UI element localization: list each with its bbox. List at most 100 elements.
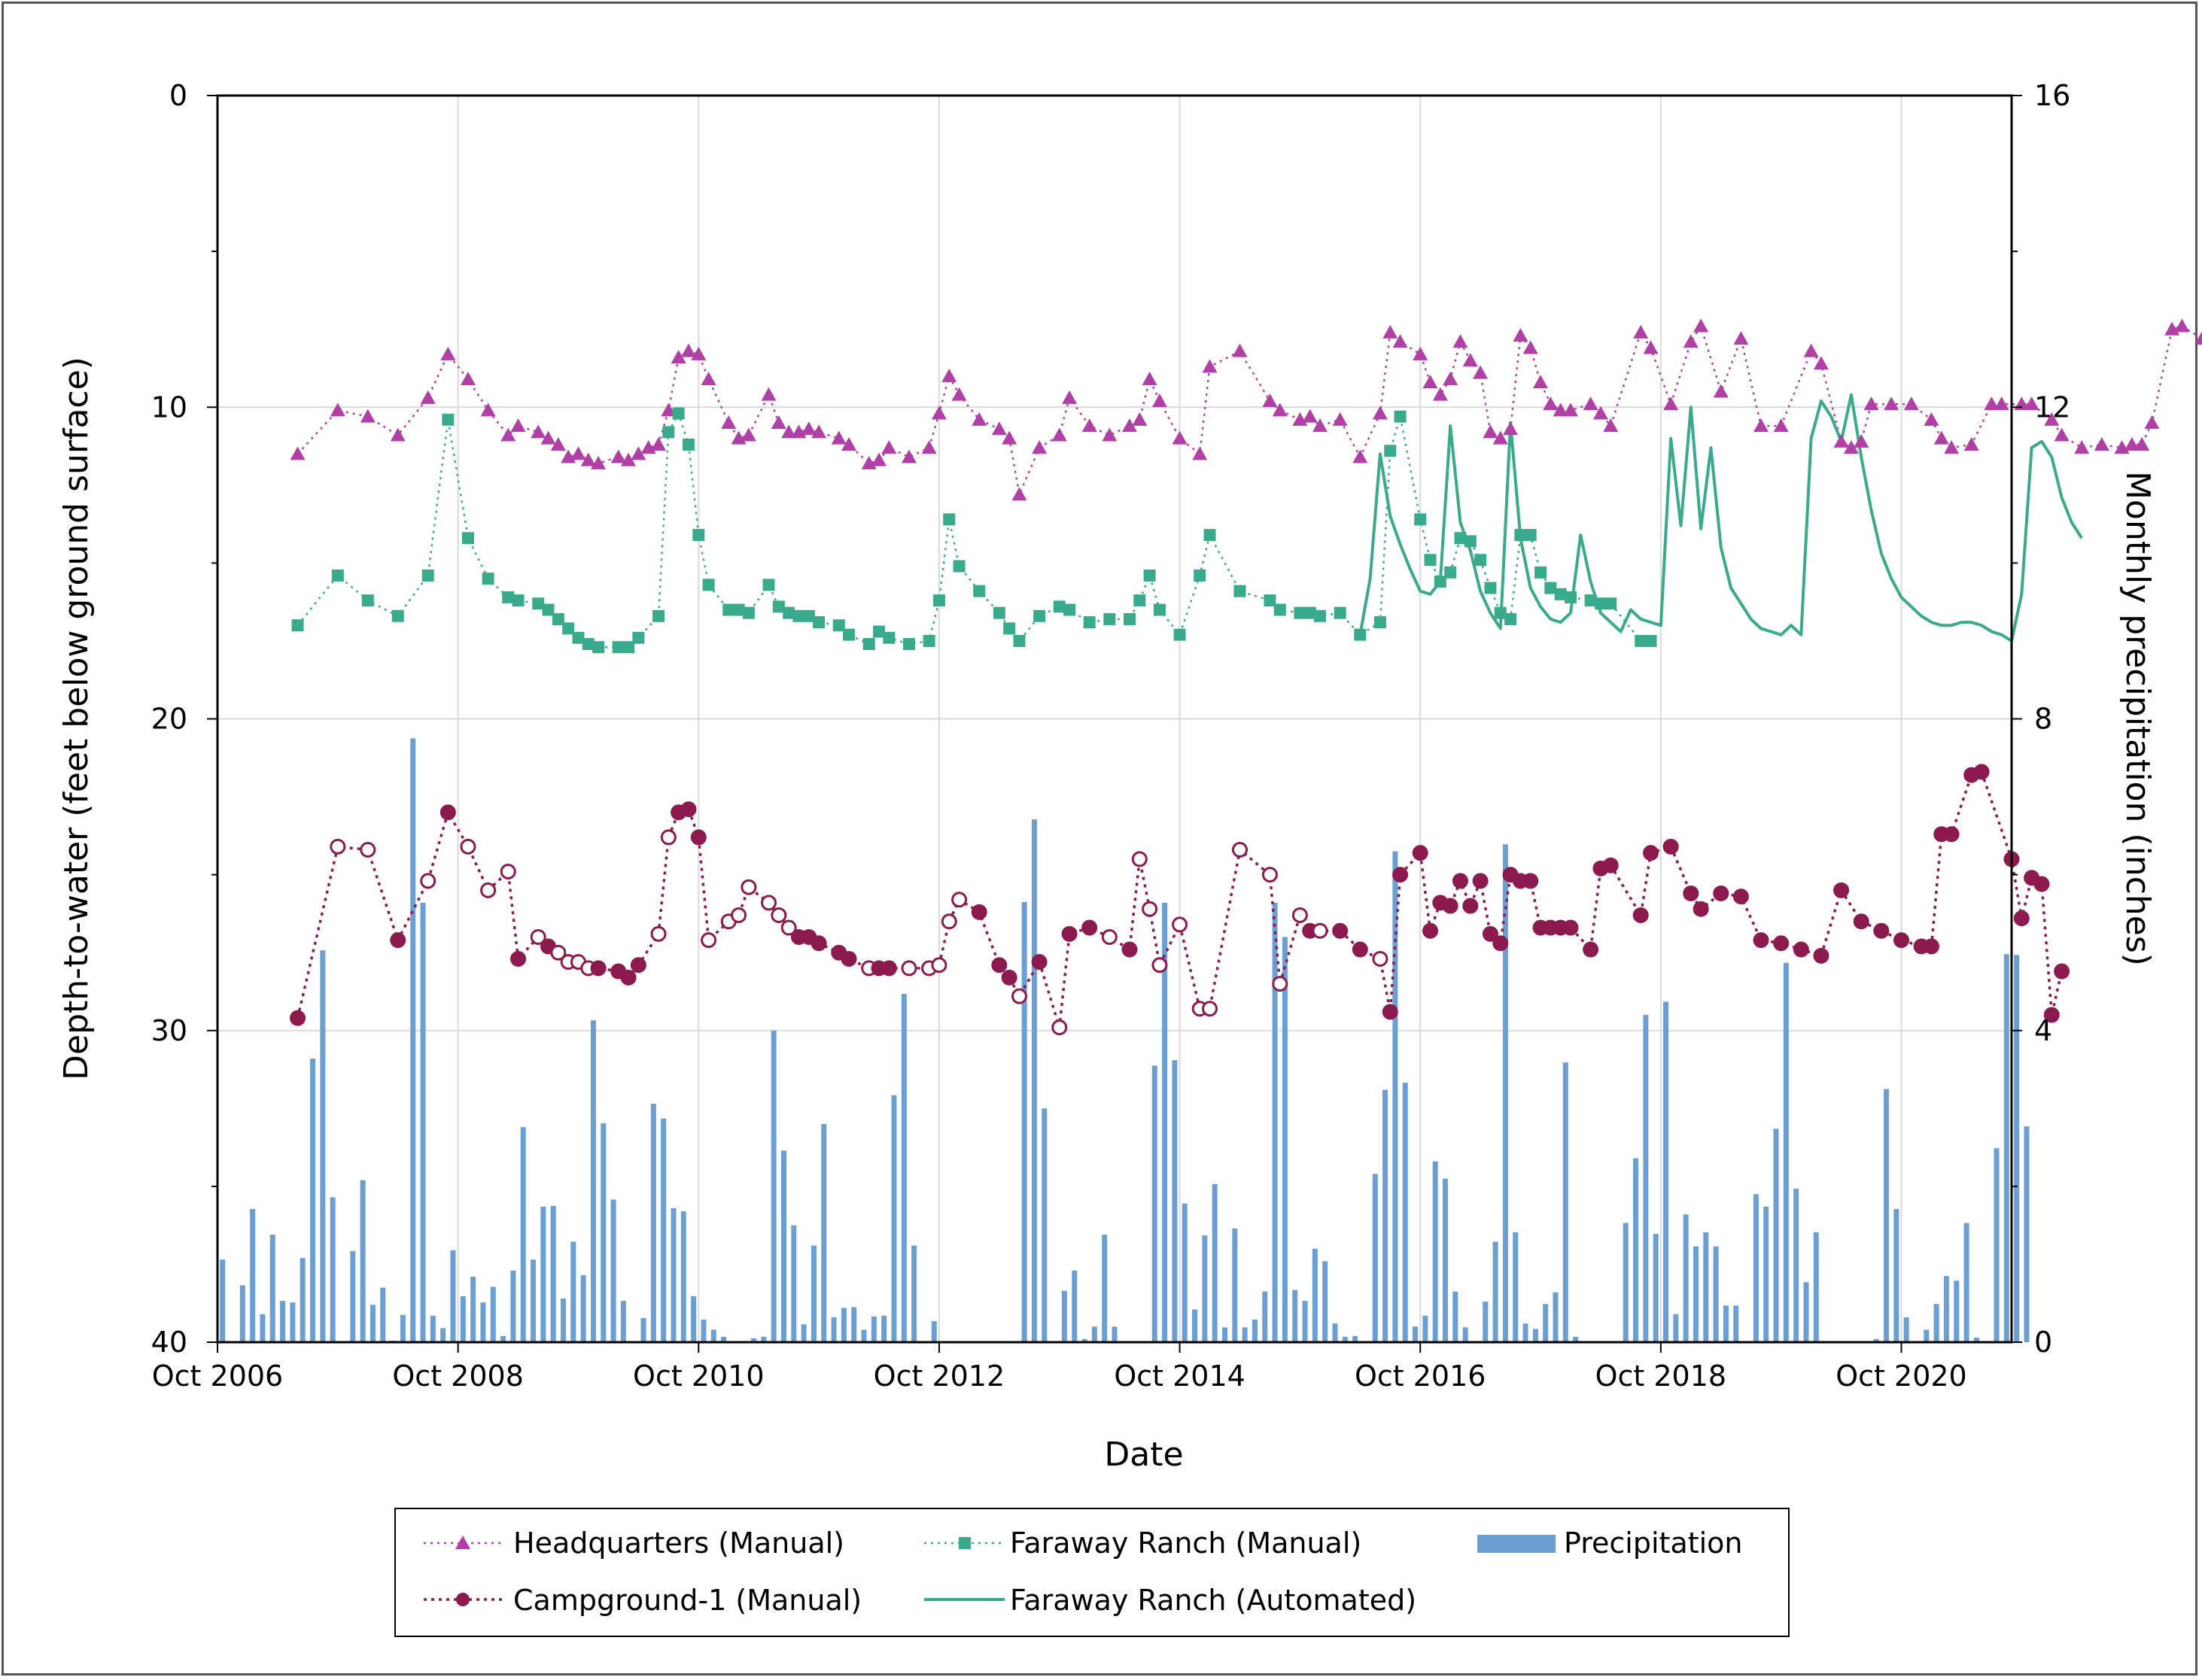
headquarters-marker bbox=[1312, 418, 1328, 433]
precipitation-bar bbox=[1182, 1203, 1188, 1342]
x-tick-label: Oct 2012 bbox=[874, 1359, 1005, 1393]
precipitation-bar bbox=[1873, 1338, 1879, 1342]
campground-marker bbox=[1272, 976, 1288, 992]
faraway-automated-line bbox=[1358, 393, 2083, 643]
campground-marker bbox=[1422, 922, 1439, 939]
grid-lines bbox=[217, 96, 2012, 1342]
headquarters-marker bbox=[360, 409, 376, 423]
faraway-manual-marker bbox=[993, 606, 1005, 619]
headquarters-marker bbox=[1051, 427, 1067, 442]
headquarters-marker bbox=[1513, 327, 1528, 342]
faraway-manual-marker bbox=[953, 560, 966, 573]
campground-marker bbox=[360, 841, 376, 858]
campground-marker bbox=[500, 863, 516, 879]
faraway-manual-marker bbox=[1264, 594, 1276, 607]
precipitation-bar bbox=[1793, 1188, 1799, 1342]
campground-marker bbox=[1853, 913, 1869, 930]
precipitation-bar bbox=[650, 1104, 656, 1342]
faraway-manual-marker bbox=[832, 619, 845, 632]
x-tick-label: Oct 2014 bbox=[1114, 1359, 1245, 1393]
precipitation-bar bbox=[1202, 1235, 1208, 1342]
precipitation-bar bbox=[1773, 1129, 1779, 1342]
faraway-manual-marker bbox=[391, 609, 404, 622]
faraway-manual-marker bbox=[1384, 445, 1397, 457]
headquarters-marker bbox=[1062, 390, 1078, 404]
campground-marker bbox=[2043, 1007, 2060, 1023]
headquarters-marker bbox=[1683, 334, 1699, 348]
precipitation-bar bbox=[531, 1259, 537, 1342]
precipitation-bar bbox=[1292, 1290, 1298, 1342]
headquarters-marker bbox=[1884, 396, 1899, 411]
precipitation-bar bbox=[861, 1329, 867, 1342]
faraway-manual-marker bbox=[1273, 603, 1286, 616]
headquarters-marker bbox=[781, 424, 797, 439]
precipitation-bar bbox=[580, 1274, 586, 1342]
faraway-manual-marker bbox=[1373, 616, 1386, 629]
faraway-manual-marker bbox=[1294, 606, 1306, 619]
precipitation-bar bbox=[721, 1336, 727, 1342]
campground-marker bbox=[741, 879, 757, 895]
headquarters-marker bbox=[2174, 318, 2190, 333]
campground-marker bbox=[2033, 876, 2050, 892]
headquarters-marker bbox=[741, 427, 756, 442]
faraway-manual-marker bbox=[1514, 529, 1527, 542]
headquarters-marker bbox=[1422, 375, 1438, 389]
faraway-manual-marker bbox=[1083, 616, 1096, 629]
campground-marker bbox=[1392, 867, 1409, 883]
precipitation-bar bbox=[1021, 901, 1027, 1342]
headquarters-marker bbox=[420, 390, 436, 404]
precipitation-bar bbox=[1452, 1291, 1458, 1342]
headquarters-marker bbox=[2124, 436, 2140, 451]
precipitation-bar bbox=[380, 1287, 386, 1342]
headquarters-marker bbox=[1352, 449, 1368, 463]
legend-campground-marker bbox=[456, 1593, 470, 1606]
faraway-manual-marker bbox=[813, 616, 826, 629]
precipitation-bars bbox=[220, 738, 2030, 1342]
headquarters-marker bbox=[570, 446, 586, 460]
faraway-manual-marker bbox=[1454, 532, 1467, 545]
campground-marker bbox=[841, 950, 857, 967]
precipitation-bar bbox=[420, 902, 426, 1342]
campground-marker bbox=[1482, 925, 1498, 942]
headquarters-marker bbox=[1011, 487, 1027, 501]
faraway-manual-marker bbox=[482, 573, 494, 585]
precipitation-bar bbox=[1973, 1337, 1979, 1342]
precipitation-bar bbox=[1553, 1292, 1559, 1342]
precipitation-bar bbox=[300, 1258, 306, 1342]
headquarters-marker bbox=[550, 436, 566, 451]
faraway-manual-marker bbox=[692, 529, 705, 542]
faraway-manual-marker bbox=[632, 631, 645, 644]
x-tick-label: Oct 2010 bbox=[633, 1359, 765, 1393]
precipitation-bar bbox=[1703, 1232, 1709, 1342]
faraway-manual-marker bbox=[1203, 529, 1216, 542]
precipitation-bar bbox=[1903, 1317, 1909, 1342]
headquarters-marker bbox=[1142, 371, 1157, 385]
precipitation-bar bbox=[1222, 1327, 1228, 1342]
campground-marker bbox=[1131, 851, 1148, 867]
precipitation-bar bbox=[1943, 1275, 1949, 1342]
headquarters-marker bbox=[1963, 436, 1979, 451]
precipitation-bar bbox=[851, 1307, 857, 1342]
precipitation-bar bbox=[280, 1301, 286, 1342]
headquarters-marker bbox=[1483, 424, 1498, 439]
faraway-manual-marker bbox=[612, 641, 625, 654]
campground-marker bbox=[1583, 941, 1599, 958]
headquarters-marker bbox=[1132, 412, 1148, 426]
precipitation-bar bbox=[1753, 1194, 1759, 1342]
faraway-manual-marker bbox=[932, 594, 945, 607]
y-tick-label: 40 bbox=[151, 1326, 187, 1359]
faraway-manual-marker bbox=[902, 638, 915, 651]
campground-marker bbox=[1732, 889, 1749, 905]
precipitation-bar bbox=[1713, 1246, 1719, 1342]
faraway-manual-marker bbox=[873, 625, 886, 638]
faraway-manual-marker bbox=[361, 594, 374, 607]
headquarters-marker bbox=[1081, 418, 1097, 433]
campground-marker bbox=[630, 957, 646, 974]
campground-marker bbox=[951, 892, 968, 908]
precipitation-bar bbox=[2014, 955, 2020, 1342]
series-lines bbox=[296, 324, 2202, 1028]
legend-campground-symbol bbox=[424, 1593, 502, 1606]
legend-headquarters-marker bbox=[455, 1536, 470, 1549]
campground-marker bbox=[1352, 941, 1368, 958]
